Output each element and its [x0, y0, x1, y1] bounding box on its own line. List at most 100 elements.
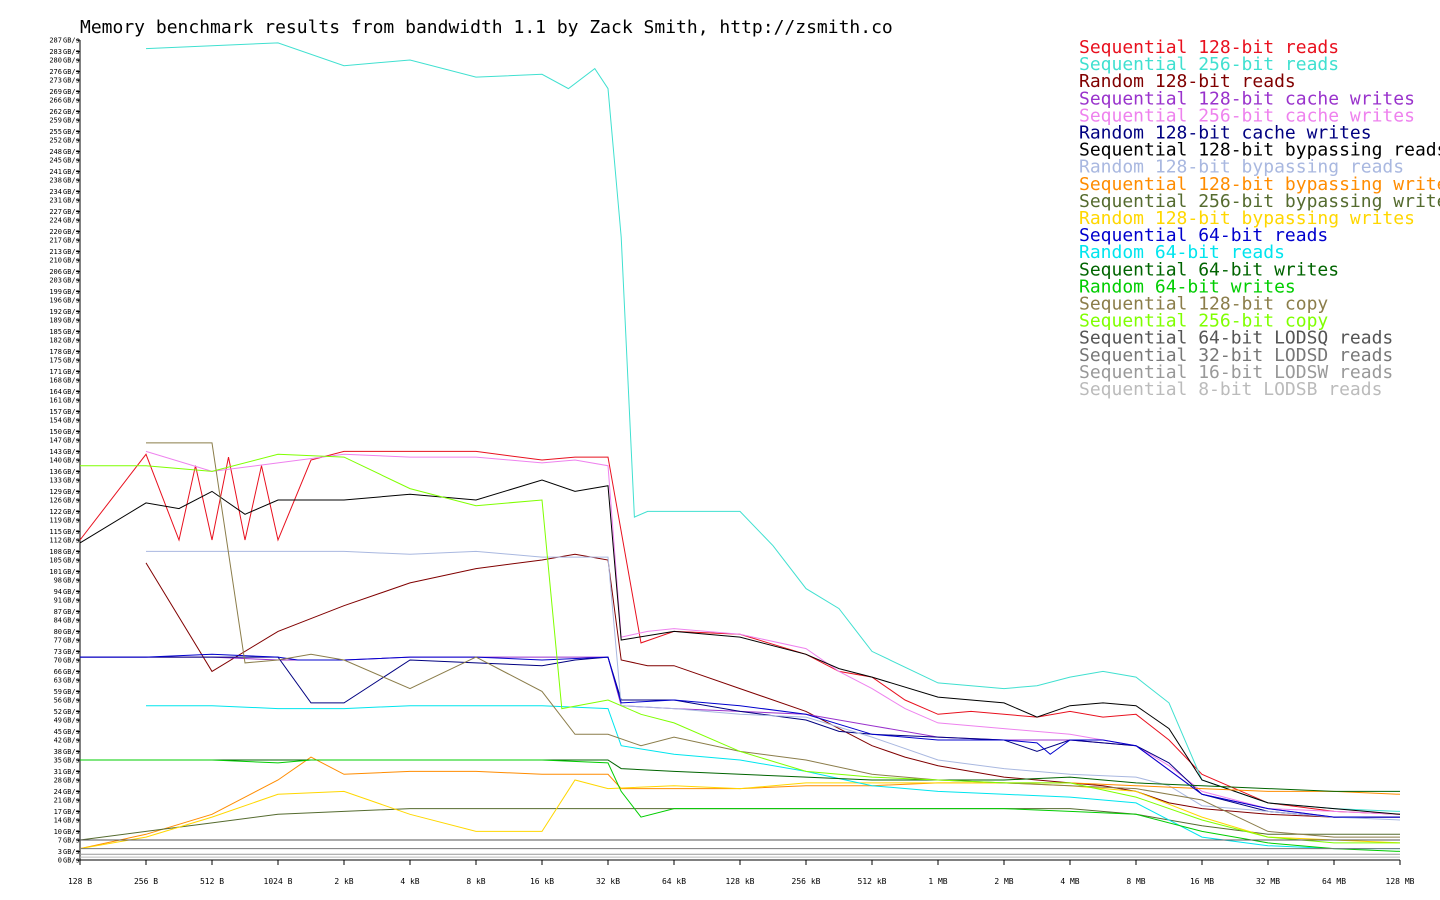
y-tick-label: 126 [49, 497, 62, 505]
y-tick-label: 227 [49, 208, 62, 216]
legend-entry-8: Random 128-bit bypassing reads [1079, 157, 1404, 178]
y-tick-label: 269 [49, 88, 62, 96]
y-tick-unit: GB/s [63, 37, 80, 45]
x-tick-label: 128 MB [1386, 877, 1415, 886]
y-tick-unit: GB/s [63, 817, 80, 825]
y-tick-label: 136 [49, 468, 62, 476]
y-tick-label: 189 [49, 317, 62, 325]
legend-entry-19: Sequential 32-bit LODSD reads [1079, 345, 1393, 366]
y-tick-unit: GB/s [63, 157, 80, 165]
y-tick-unit: GB/s [63, 568, 80, 576]
y-tick-unit: GB/s [63, 768, 80, 776]
y-tick-label: 129 [49, 488, 62, 496]
y-tick-unit: GB/s [63, 728, 80, 736]
y-tick-unit: GB/s [63, 737, 80, 745]
y-tick-unit: GB/s [63, 777, 80, 785]
y-tick-unit: GB/s [63, 177, 80, 185]
series-line-3 [145, 553, 1400, 818]
y-tick-label: 35 [54, 757, 62, 765]
y-tick-label: 38 [54, 748, 62, 756]
series-line-14 [80, 759, 1400, 792]
y-tick-unit: GB/s [63, 348, 80, 356]
y-tick-unit: GB/s [63, 357, 80, 365]
series-line-12 [80, 653, 1400, 818]
y-tick-unit: GB/s [63, 588, 80, 596]
legend-entry-1: Sequential 128-bit reads [1079, 37, 1339, 58]
y-tick-label: 84 [54, 617, 62, 625]
y-tick-label: 70 [54, 657, 62, 665]
legend-entry-10: Sequential 256-bit bypassing writes [1079, 191, 1440, 212]
y-tick-unit: GB/s [63, 208, 80, 216]
x-tick-label: 2 MB [994, 877, 1013, 886]
legend-entry-7: Sequential 128-bit bypassing reads [1079, 140, 1440, 161]
y-tick-label: 56 [54, 697, 62, 705]
y-tick-label: 283 [49, 48, 62, 56]
y-tick-unit: GB/s [63, 148, 80, 156]
y-tick-unit: GB/s [63, 317, 80, 325]
y-tick-unit: GB/s [63, 108, 80, 116]
y-tick-label: 87 [54, 608, 62, 616]
y-tick-label: 168 [49, 377, 62, 385]
y-tick-unit: GB/s [63, 297, 80, 305]
y-tick-unit: GB/s [63, 608, 80, 616]
y-tick-label: 245 [49, 157, 62, 165]
y-tick-label: 252 [49, 137, 62, 145]
y-tick-unit: GB/s [63, 688, 80, 696]
series-lines [79, 42, 1401, 858]
legend-entry-18: Sequential 64-bit LODSQ reads [1079, 328, 1393, 349]
x-tick-label: 16 kB [530, 877, 554, 886]
y-tick-label: 3 [58, 848, 62, 856]
legend-entry-15: Random 64-bit writes [1079, 276, 1296, 297]
y-tick-unit: GB/s [63, 68, 80, 76]
y-tick-unit: GB/s [63, 677, 80, 685]
y-tick-label: 234 [49, 188, 62, 196]
y-tick-unit: GB/s [63, 648, 80, 656]
legend-entry-12: Sequential 64-bit reads [1079, 225, 1328, 246]
y-tick-label: 150 [49, 428, 62, 436]
y-tick-unit: GB/s [63, 808, 80, 816]
y-tick-unit: GB/s [63, 477, 80, 485]
y-tick-label: 101 [49, 568, 62, 576]
y-tick-label: 154 [49, 417, 62, 425]
y-tick-unit: GB/s [63, 717, 80, 725]
y-tick-label: 105 [49, 557, 62, 565]
y-tick-label: 77 [54, 637, 62, 645]
legend-entry-3: Random 128-bit reads [1079, 71, 1296, 92]
y-tick-label: 273 [49, 77, 62, 85]
y-tick-unit: GB/s [63, 428, 80, 436]
y-tick-unit: GB/s [63, 77, 80, 85]
y-tick-unit: GB/s [63, 517, 80, 525]
y-tick-label: 143 [49, 448, 62, 456]
y-tick-label: 140 [49, 457, 62, 465]
series-line-2 [145, 42, 1401, 812]
series-line-15 [80, 759, 1401, 852]
y-tick-unit: GB/s [63, 337, 80, 345]
y-tick-unit: GB/s [63, 257, 80, 265]
y-tick-label: 192 [49, 308, 62, 316]
y-tick-unit: GB/s [63, 757, 80, 765]
y-tick-unit: GB/s [63, 857, 80, 865]
y-tick-unit: GB/s [63, 637, 80, 645]
y-tick-unit: GB/s [63, 668, 80, 676]
y-tick-unit: GB/s [63, 217, 80, 225]
y-tick-unit: GB/s [63, 628, 80, 636]
x-tick-label: 16 MB [1190, 877, 1214, 886]
y-tick-label: 287 [49, 37, 62, 45]
y-tick-label: 45 [54, 728, 62, 736]
legend-entry-20: Sequential 16-bit LODSW reads [1079, 362, 1393, 383]
plot-axes: 0 GB/s3 GB/s7 GB/s10 GB/s14 GB/s17 GB/s2… [49, 37, 1414, 887]
y-tick-unit: GB/s [63, 557, 80, 565]
y-tick-label: 164 [49, 388, 62, 396]
legend-entry-2: Sequential 256-bit reads [1079, 54, 1339, 75]
y-tick-label: 80 [54, 628, 62, 636]
y-tick-label: 21 [54, 797, 62, 805]
y-tick-unit: GB/s [63, 657, 80, 665]
y-tick-unit: GB/s [63, 488, 80, 496]
y-tick-unit: GB/s [63, 437, 80, 445]
y-tick-label: 280 [49, 57, 62, 65]
y-tick-label: 238 [49, 177, 62, 185]
y-tick-label: 255 [49, 128, 62, 136]
y-tick-unit: GB/s [63, 577, 80, 585]
y-tick-label: 175 [49, 357, 62, 365]
